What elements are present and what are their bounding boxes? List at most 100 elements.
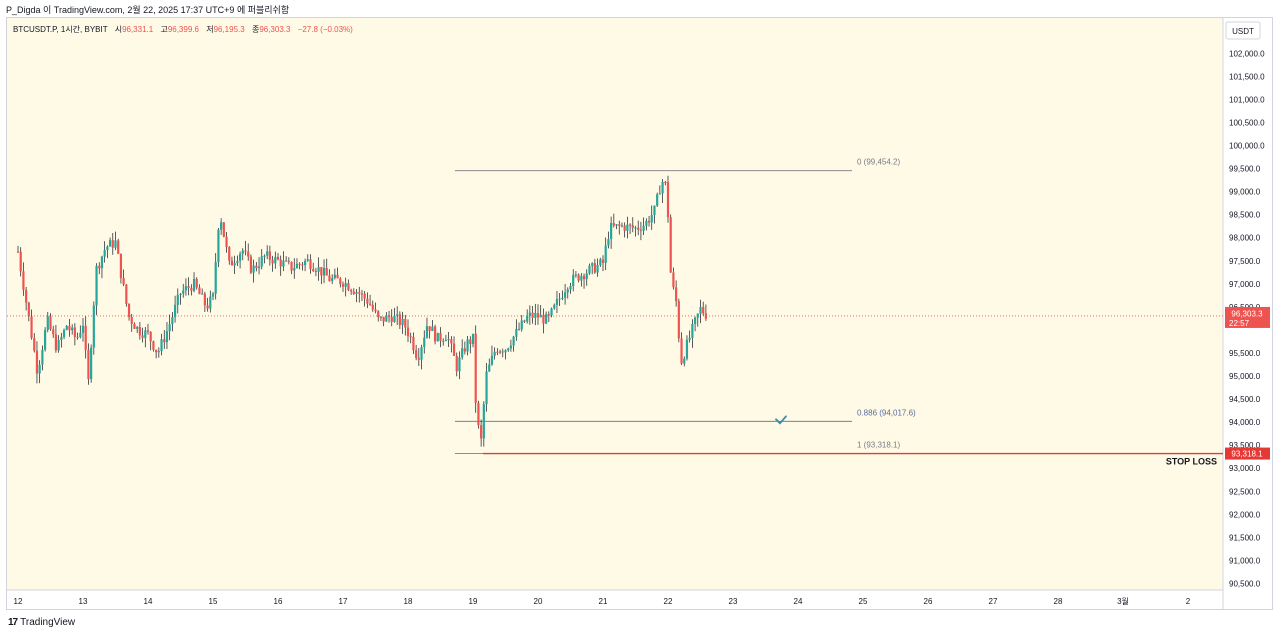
candle-body [593, 263, 596, 273]
candle-body [344, 283, 347, 287]
candle-body [558, 298, 561, 300]
stop-loss-label: STOP LOSS [1166, 457, 1217, 467]
fib-retracement[interactable]: 0 (99,454.2) 0.886 (94,017.6) 1 (93,318.1) [455, 158, 1223, 455]
candle-body [664, 181, 667, 183]
candle-body [439, 332, 442, 341]
candle-body [666, 182, 670, 218]
candle-body [379, 316, 383, 318]
candle-body [669, 217, 672, 273]
candle-body [222, 222, 225, 237]
candle-body [458, 357, 461, 372]
stop-price-tag [1225, 447, 1270, 460]
candle-body [195, 278, 198, 288]
candle-body [677, 301, 680, 339]
currency-label[interactable]: USDT [1232, 27, 1254, 36]
candle-body [596, 265, 599, 273]
candle-body [512, 336, 515, 346]
candle-body [360, 293, 364, 295]
time-tick-label: 24 [794, 597, 803, 606]
candle-body [220, 222, 223, 230]
candle-body [615, 224, 618, 226]
candle-body [271, 259, 274, 264]
candle-body [192, 278, 196, 291]
price-tick-label: 95,500.0 [1229, 349, 1261, 358]
time-tick-label: 3월 [1117, 596, 1129, 606]
candlestick-chart[interactable]: USDT 102,000.0 101,500.0 101,000.0 100,500.… [7, 18, 1272, 609]
candle-body [647, 220, 651, 223]
currency-box[interactable] [1225, 21, 1261, 40]
candle-body [252, 265, 255, 273]
candle-body [368, 303, 372, 305]
candle-body [103, 250, 106, 257]
candle-body [455, 355, 458, 372]
candle-body [699, 307, 702, 314]
candle-body [631, 225, 634, 228]
candle-body [98, 265, 101, 269]
legend-high: 96,399.6 [168, 25, 200, 34]
tradingview-logo[interactable]: 17 TradingView [8, 617, 75, 628]
candle-body [65, 325, 68, 330]
candle-body [84, 325, 87, 350]
candle-body [672, 272, 675, 288]
candle-body [25, 289, 28, 303]
check-icon [775, 415, 787, 425]
candle-body [555, 299, 559, 305]
legend-low-label: 저 [206, 25, 213, 34]
candle-body [81, 325, 85, 333]
candle-body [604, 245, 607, 263]
candle-body [566, 289, 569, 293]
time-tick-label: 21 [599, 597, 608, 606]
candle-body [477, 402, 480, 426]
candle-body [314, 270, 318, 272]
price-tick-label: 90,500.0 [1229, 579, 1261, 588]
candle-body [179, 293, 182, 295]
candle-body [580, 275, 583, 281]
candle-body [301, 264, 304, 266]
candle-body [263, 255, 266, 257]
candle-body [303, 260, 307, 266]
candle-body [22, 271, 25, 290]
candle-body [236, 260, 239, 264]
candle-body [485, 371, 488, 405]
candle-body [542, 314, 545, 324]
candle-body [550, 308, 553, 316]
candle-body [325, 268, 328, 276]
candle-body [471, 333, 475, 345]
candle-body [350, 290, 353, 292]
candle-body [287, 260, 290, 262]
candle-body [182, 290, 185, 294]
candle-body [504, 350, 507, 353]
publish-caption: P_Digda 이 TradingView.com, 2월 22, 2025 1… [6, 5, 290, 15]
candle-body [312, 269, 315, 271]
candle-body [168, 324, 171, 332]
candle-body [57, 339, 60, 351]
candle-body [461, 348, 464, 358]
fib-level-label: 0 (99,454.2) [857, 158, 900, 167]
candle-body [52, 329, 55, 335]
candle-body [545, 314, 548, 324]
candle-body [520, 320, 523, 330]
candle-body [49, 316, 52, 330]
candle-body [230, 260, 234, 266]
candle-body [675, 287, 678, 302]
price-tick-label: 100,000.0 [1229, 142, 1265, 151]
candle-body [260, 256, 263, 267]
candle-body [333, 274, 336, 279]
candle-body [702, 307, 705, 314]
candle-body [444, 339, 448, 341]
candle-body [433, 326, 437, 342]
chart-frame[interactable]: USDT 102,000.0 101,500.0 101,000.0 100,500.… [6, 17, 1273, 610]
time-tick-label: 20 [534, 597, 543, 606]
plot-background [7, 18, 1223, 590]
candle-body [452, 343, 456, 356]
candle-body [507, 348, 510, 351]
time-tick-label: 16 [274, 597, 283, 606]
candle-body [577, 274, 580, 281]
candle-body [599, 259, 602, 266]
candle-body [33, 337, 36, 351]
stop-price-tag-label: 93,318.1 [1231, 450, 1263, 459]
price-tick-label: 100,500.0 [1229, 118, 1265, 127]
candle-body [108, 240, 112, 247]
candle-body [322, 268, 326, 276]
candle-body [209, 296, 212, 309]
